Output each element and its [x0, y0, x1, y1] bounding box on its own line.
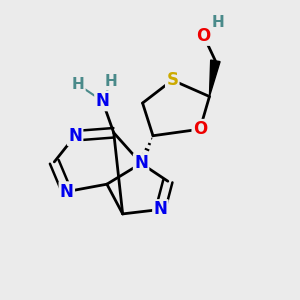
Text: N: N	[60, 183, 74, 201]
Text: H: H	[72, 77, 84, 92]
Text: S: S	[166, 71, 178, 89]
Polygon shape	[209, 60, 220, 97]
Text: H: H	[105, 74, 118, 89]
Text: H: H	[212, 15, 225, 30]
Text: O: O	[193, 120, 207, 138]
Text: N: N	[68, 127, 82, 145]
Text: O: O	[196, 27, 211, 45]
Text: N: N	[134, 154, 148, 172]
Text: N: N	[95, 92, 110, 110]
Text: N: N	[154, 200, 167, 218]
